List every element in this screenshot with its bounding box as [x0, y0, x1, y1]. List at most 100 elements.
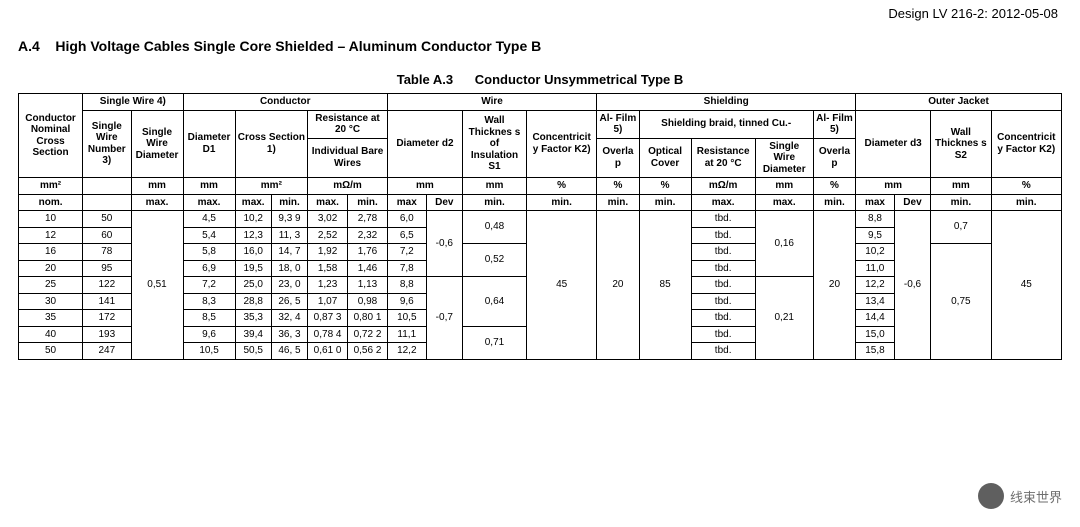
cell-cs: 40 — [19, 326, 83, 343]
qualifier — [83, 194, 131, 211]
cell-rmax: 0,87 3 — [308, 310, 348, 327]
cell-sw_dia: 0,51 — [131, 211, 183, 360]
cell-s1: 0,71 — [462, 326, 526, 359]
cell-d2: 12,2 — [387, 343, 426, 360]
watermark-avatar-icon — [978, 483, 1004, 509]
col-optical-cover: Optical Cover — [639, 138, 691, 178]
table-title: Conductor Unsymmetrical Type B — [475, 72, 684, 87]
cell-d3: 15,8 — [856, 343, 895, 360]
cell-xmax: 12,3 — [235, 227, 271, 244]
grp-single-wire: Single Wire 4) — [83, 94, 183, 111]
cell-br: tbd. — [691, 277, 755, 294]
qualifier: max — [856, 194, 895, 211]
col-single-wire-number: Single Wire Number 3) — [83, 110, 131, 178]
cell-cs: 35 — [19, 310, 83, 327]
qualifier: Dev — [894, 194, 930, 211]
section-number: A.4 — [18, 38, 40, 54]
cell-cs: 12 — [19, 227, 83, 244]
cell-d3: 8,8 — [856, 211, 895, 228]
cell-br: tbd. — [691, 310, 755, 327]
grp-conductor: Conductor — [183, 94, 387, 111]
cell-rmax: 1,07 — [308, 293, 348, 310]
cell-br: tbd. — [691, 293, 755, 310]
qualifier: max. — [755, 194, 813, 211]
cell-d1: 6,9 — [183, 260, 235, 277]
qualifier: min. — [597, 194, 639, 211]
cell-xmax: 10,2 — [235, 211, 271, 228]
cell-s2: 0,7 — [931, 211, 991, 244]
page: Design LV 216-2: 2012-05-08 A.4 High Vol… — [0, 0, 1080, 527]
cell-s1: 0,52 — [462, 244, 526, 277]
cell-xmax: 16,0 — [235, 244, 271, 261]
cell-d3: 14,4 — [856, 310, 895, 327]
qualifier: max — [387, 194, 426, 211]
qualifier: max. — [183, 194, 235, 211]
cell-rmax: 2,52 — [308, 227, 348, 244]
cell-d1: 5,8 — [183, 244, 235, 261]
cell-d2: 7,8 — [387, 260, 426, 277]
unit: mm — [462, 178, 526, 195]
cell-cs: 16 — [19, 244, 83, 261]
cell-ovl: 20 — [597, 211, 639, 360]
cell-xmax: 35,3 — [235, 310, 271, 327]
unit: % — [991, 178, 1061, 195]
cell-d3: 11,0 — [856, 260, 895, 277]
col-individual-bare-wires: Individual Bare Wires — [308, 138, 388, 178]
cell-rmin: 1,46 — [348, 260, 388, 277]
col-resistance-20c: Resistance at 20 °C — [308, 110, 388, 138]
col-concentricity-wire: Concentricit y Factor K2) — [527, 110, 597, 178]
col-overlap-left: Overla p — [597, 138, 639, 178]
qualifier: min. — [527, 194, 597, 211]
cell-swn: 247 — [83, 343, 131, 360]
qualifier: nom. — [19, 194, 83, 211]
section-title: High Voltage Cables Single Core Shielded… — [55, 38, 541, 54]
cell-xmin: 23, 0 — [271, 277, 307, 294]
qualifier: Dev — [426, 194, 462, 211]
unit: % — [813, 178, 855, 195]
cell-d2: 10,5 — [387, 310, 426, 327]
cell-d2dev: -0,7 — [426, 277, 462, 360]
qualifier: min. — [931, 194, 991, 211]
spec-table: Conductor Nominal Cross Section Single W… — [18, 93, 1062, 360]
cell-ck2w: 45 — [527, 211, 597, 360]
cell-xmin: 46, 5 — [271, 343, 307, 360]
col-al-film-left: Al- Film 5) — [597, 110, 639, 138]
unit: % — [639, 178, 691, 195]
cell-d1: 5,4 — [183, 227, 235, 244]
qualifier: max. — [308, 194, 348, 211]
cell-swn: 193 — [83, 326, 131, 343]
cell-swn: 78 — [83, 244, 131, 261]
grp-outer-jacket: Outer Jacket — [856, 94, 1062, 111]
cell-d3dev: -0,6 — [894, 211, 930, 360]
cell-d2: 8,8 — [387, 277, 426, 294]
cell-d2: 9,6 — [387, 293, 426, 310]
cell-rmax: 1,92 — [308, 244, 348, 261]
cell-xmin: 14, 7 — [271, 244, 307, 261]
cell-rmin: 2,78 — [348, 211, 388, 228]
unit-row: mm² mm mm mm² mΩ/m mm mm % % % mΩ/m mm %… — [19, 178, 1062, 195]
cell-rmax: 3,02 — [308, 211, 348, 228]
col-diameter-d3: Diameter d3 — [856, 110, 931, 178]
cell-d2: 6,5 — [387, 227, 426, 244]
grp-shielding: Shielding — [597, 94, 856, 111]
cell-d1: 9,6 — [183, 326, 235, 343]
header-row-2: Single Wire Number 3) Single Wire Diamet… — [19, 110, 1062, 138]
unit: mm² — [19, 178, 83, 195]
col-diameter-d2: Diameter d2 — [387, 110, 462, 178]
cell-d2: 11,1 — [387, 326, 426, 343]
cell-xmax: 19,5 — [235, 260, 271, 277]
cell-xmin: 9,3 9 — [271, 211, 307, 228]
cell-s1: 0,48 — [462, 211, 526, 244]
unit: mΩ/m — [308, 178, 388, 195]
col-conductor-cs: Conductor Nominal Cross Section — [19, 94, 83, 178]
col-wall-thickness-s1: Wall Thicknes s of Insulation S1 — [462, 110, 526, 178]
qualifier: min. — [348, 194, 388, 211]
cell-d1: 8,3 — [183, 293, 235, 310]
col-concentricity-outer: Concentricit y Factor K2) — [991, 110, 1061, 178]
cell-swn: 172 — [83, 310, 131, 327]
cell-cs: 10 — [19, 211, 83, 228]
unit: mm — [183, 178, 235, 195]
unit: % — [597, 178, 639, 195]
cell-br: tbd. — [691, 343, 755, 360]
cell-xmax: 25,0 — [235, 277, 271, 294]
